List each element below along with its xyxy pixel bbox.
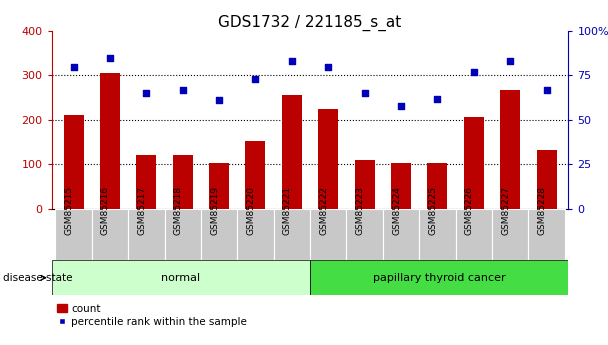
Point: [323, 64, 333, 69]
Title: GDS1732 / 221185_s_at: GDS1732 / 221185_s_at: [218, 15, 402, 31]
Bar: [274, 209, 310, 260]
Bar: [55, 209, 92, 260]
Bar: [354, 160, 375, 209]
Bar: [455, 209, 492, 260]
Bar: [464, 117, 484, 209]
Text: GSM85222: GSM85222: [319, 186, 328, 235]
Bar: [391, 163, 411, 209]
Point: [105, 55, 115, 60]
Bar: [128, 209, 165, 260]
Legend: count, percentile rank within the sample: count, percentile rank within the sample: [57, 304, 247, 327]
Text: GSM85221: GSM85221: [283, 186, 292, 235]
Bar: [420, 209, 455, 260]
Bar: [92, 209, 128, 260]
Text: GSM85216: GSM85216: [101, 186, 110, 235]
Bar: [537, 150, 557, 209]
Bar: [165, 209, 201, 260]
Point: [433, 96, 443, 101]
Bar: [500, 90, 520, 209]
Point: [396, 103, 406, 108]
Text: GSM85224: GSM85224: [392, 186, 401, 235]
Point: [469, 69, 478, 75]
Bar: [136, 155, 156, 209]
Point: [214, 98, 224, 103]
Bar: [318, 109, 338, 209]
Bar: [209, 163, 229, 209]
Bar: [383, 209, 420, 260]
Bar: [246, 141, 266, 209]
Point: [360, 90, 370, 96]
Text: GSM85217: GSM85217: [137, 186, 147, 235]
Point: [69, 64, 78, 69]
Bar: [528, 209, 565, 260]
Text: GSM85227: GSM85227: [501, 186, 510, 235]
Text: GSM85223: GSM85223: [356, 186, 365, 235]
Bar: [237, 209, 274, 260]
Point: [178, 87, 187, 92]
Point: [505, 59, 515, 64]
Text: GSM85228: GSM85228: [537, 186, 547, 235]
Point: [142, 90, 151, 96]
Bar: [282, 96, 302, 209]
Text: papillary thyroid cancer: papillary thyroid cancer: [373, 273, 506, 283]
Point: [250, 76, 260, 82]
Text: GSM85225: GSM85225: [429, 186, 438, 235]
Text: GSM85219: GSM85219: [210, 186, 219, 235]
Bar: [63, 116, 83, 209]
Text: GSM85215: GSM85215: [64, 186, 74, 235]
Bar: [347, 209, 383, 260]
Point: [542, 87, 551, 92]
Text: disease state: disease state: [3, 273, 72, 283]
Text: GSM85218: GSM85218: [174, 186, 182, 235]
Bar: [310, 260, 568, 295]
Text: GSM85226: GSM85226: [465, 186, 474, 235]
Bar: [310, 209, 347, 260]
Bar: [52, 260, 310, 295]
Point: [287, 59, 297, 64]
Bar: [427, 163, 447, 209]
Bar: [100, 73, 120, 209]
Bar: [173, 155, 193, 209]
Text: GSM85220: GSM85220: [246, 186, 255, 235]
Bar: [492, 209, 528, 260]
Bar: [201, 209, 237, 260]
Text: normal: normal: [161, 273, 201, 283]
